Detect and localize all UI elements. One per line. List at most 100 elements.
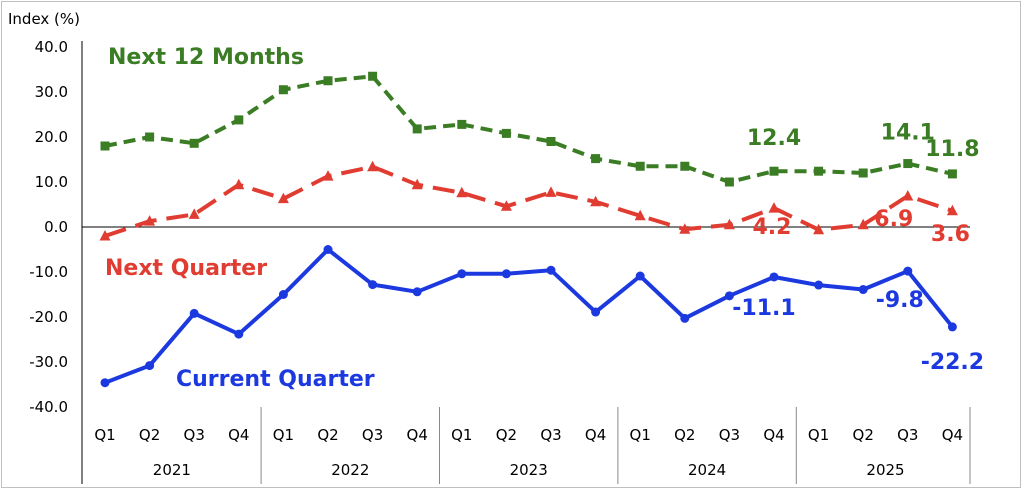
y-tick-label: 10.0 — [35, 173, 68, 191]
data-label: 12.4 — [747, 126, 801, 151]
y-axis-title: Index (%) — [8, 10, 80, 28]
data-point — [679, 223, 691, 234]
data-point — [100, 141, 110, 151]
data-point — [947, 322, 957, 332]
data-point — [323, 76, 333, 86]
x-tick-quarter: Q1 — [94, 426, 115, 444]
data-point — [590, 195, 602, 207]
data-point — [680, 313, 690, 323]
data-point — [545, 186, 557, 197]
x-tick-year: 2021 — [153, 461, 191, 479]
y-tick-label: -20.0 — [29, 308, 68, 326]
data-point — [591, 307, 601, 317]
x-tick-quarter: Q4 — [585, 426, 606, 444]
data-point — [368, 71, 378, 81]
data-point — [680, 161, 690, 171]
data-point — [903, 266, 913, 276]
x-tick-quarter: Q2 — [317, 426, 338, 444]
data-point — [144, 215, 156, 226]
data-point — [367, 160, 379, 172]
data-label: 14.1 — [881, 121, 935, 146]
x-tick-quarter: Q1 — [451, 426, 472, 444]
data-point — [277, 192, 289, 204]
data-label: 3.6 — [931, 222, 970, 247]
x-tick-quarter: Q3 — [719, 426, 740, 444]
y-tick-label: -30.0 — [29, 353, 68, 371]
x-tick-year: 2023 — [510, 461, 548, 479]
x-tick-quarter: Q1 — [808, 426, 829, 444]
y-tick-label: 20.0 — [35, 128, 68, 146]
data-point — [500, 200, 512, 211]
data-point — [902, 189, 914, 201]
data-point — [100, 378, 110, 388]
series-name-label: Current Quarter — [176, 367, 375, 392]
x-tick-quarter: Q2 — [853, 426, 874, 444]
data-point — [457, 269, 467, 279]
x-tick-quarter: Q4 — [763, 426, 784, 444]
data-point — [278, 290, 288, 299]
y-tick-label: -10.0 — [29, 263, 68, 281]
x-tick-quarter: Q4 — [942, 426, 963, 444]
data-label: 6.9 — [874, 207, 913, 232]
data-point — [412, 124, 422, 134]
x-tick-quarter: Q4 — [228, 426, 249, 444]
data-point — [591, 154, 601, 164]
data-point — [769, 272, 779, 282]
data-point — [814, 166, 824, 176]
data-point — [145, 132, 155, 142]
data-point — [501, 269, 511, 279]
x-tick-quarter: Q2 — [139, 426, 160, 444]
data-point — [323, 245, 333, 254]
x-tick-quarter: Q1 — [630, 426, 651, 444]
y-tick-label: -40.0 — [29, 398, 68, 416]
data-point — [189, 308, 199, 318]
data-point — [234, 115, 244, 125]
x-tick-quarter: Q1 — [273, 426, 294, 444]
data-point — [233, 178, 245, 190]
y-tick-label: 40.0 — [35, 38, 68, 56]
x-tick-quarter: Q3 — [897, 426, 918, 444]
data-point — [769, 166, 779, 176]
x-tick-quarter: Q3 — [184, 426, 205, 444]
data-point — [278, 85, 288, 95]
y-tick-label: 0.0 — [44, 218, 68, 236]
data-label: -22.2 — [921, 350, 984, 375]
x-tick-quarter: Q3 — [362, 426, 383, 444]
data-point — [145, 361, 155, 371]
data-point — [813, 223, 825, 235]
data-point — [724, 291, 734, 301]
data-point — [858, 285, 868, 295]
x-tick-quarter: Q4 — [407, 426, 428, 444]
data-label: -11.1 — [732, 296, 795, 321]
data-point — [634, 209, 646, 221]
data-point — [635, 161, 645, 171]
data-label: 11.8 — [925, 137, 979, 162]
data-point — [189, 138, 199, 148]
x-tick-quarter: Q3 — [540, 426, 561, 444]
data-point — [857, 218, 869, 230]
data-label: -9.8 — [876, 288, 924, 313]
data-point — [456, 186, 468, 198]
data-point — [635, 271, 645, 281]
series-line — [104, 74, 953, 184]
data-point — [234, 329, 244, 339]
data-point — [322, 170, 334, 181]
data-point — [546, 137, 556, 146]
series-line — [104, 247, 954, 385]
x-tick-year: 2025 — [866, 461, 904, 479]
data-point — [946, 204, 958, 216]
x-tick-quarter: Q2 — [496, 426, 517, 444]
data-point — [368, 280, 378, 290]
data-point — [411, 178, 423, 190]
data-point — [457, 119, 467, 129]
x-tick-quarter: Q2 — [674, 426, 695, 444]
series-name-label: Next 12 Months — [108, 45, 304, 70]
data-point — [814, 280, 824, 290]
data-point — [724, 177, 734, 187]
x-tick-year: 2024 — [688, 461, 726, 479]
data-point — [99, 230, 111, 241]
data-label: 4.2 — [753, 215, 792, 240]
data-point — [501, 128, 511, 138]
series-line — [104, 164, 954, 238]
